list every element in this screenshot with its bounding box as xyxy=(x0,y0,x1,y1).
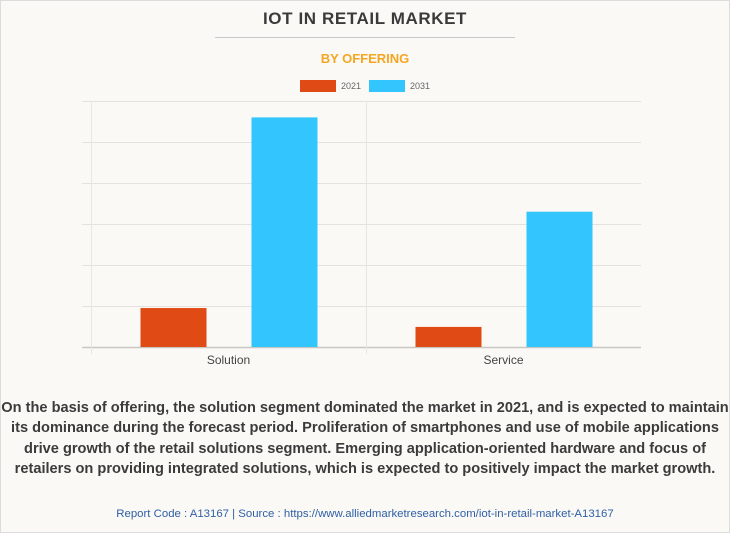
bar-service-2031 xyxy=(526,211,593,347)
bar-solution-2021 xyxy=(140,308,207,347)
bar-service-2021 xyxy=(415,326,482,347)
chart-subtitle: BY OFFERING xyxy=(320,51,410,66)
legend: 2021 2031 xyxy=(0,80,730,92)
bar-chart: Solution Service xyxy=(82,101,641,367)
legend-swatch-2031 xyxy=(369,80,405,92)
bar-solution-2031 xyxy=(251,117,318,348)
x-tick-label: Service xyxy=(483,353,523,367)
title-divider xyxy=(215,37,515,38)
source-link[interactable]: Report Code : A13167 | Source : https://… xyxy=(116,508,614,520)
bars xyxy=(140,117,593,348)
x-tick-labels: Solution Service xyxy=(207,353,524,367)
legend-item-2031[interactable]: 2031 xyxy=(369,80,430,92)
chart-title: IOT IN RETAIL MARKET xyxy=(262,9,468,28)
legend-item-2021[interactable]: 2021 xyxy=(299,80,361,92)
legend-label-2031: 2031 xyxy=(410,81,431,91)
legend-swatch-2021 xyxy=(299,80,336,92)
chart-caption: On the basis of offering, the solution s… xyxy=(1,400,729,478)
legend-label-2021: 2021 xyxy=(340,81,361,91)
x-tick-label: Solution xyxy=(207,353,250,367)
